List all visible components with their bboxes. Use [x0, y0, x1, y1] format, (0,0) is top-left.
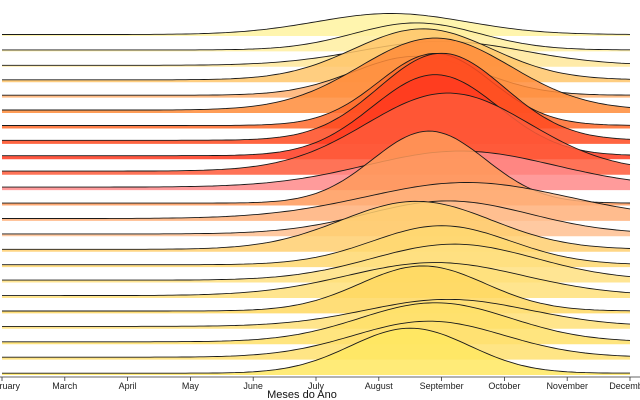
x-axis: February March April May June July August Septe… [0, 376, 640, 391]
ridge-line [2, 302, 631, 343]
x-tick-label: September [420, 381, 464, 391]
x-tick-label: November [546, 381, 588, 391]
ridge-series [2, 327, 630, 375]
ridge-line [2, 200, 631, 250]
ridge-line [2, 28, 631, 81]
x-tick-label: December [609, 381, 640, 391]
x-tick-label: October [488, 381, 520, 391]
ridge-line [2, 243, 631, 281]
x-ticks: February March April May June July August Septe… [0, 377, 640, 391]
ridge-line [2, 40, 631, 66]
ridge-series [2, 13, 631, 36]
ridge-line [2, 327, 630, 374]
x-tick-label: February [0, 381, 21, 391]
ridge-line [2, 182, 631, 219]
x-tick-label: August [365, 381, 394, 391]
ridge-line [2, 130, 631, 204]
ridge-area [2, 13, 630, 36]
ridge-line [2, 52, 631, 141]
ridge-line [2, 13, 631, 35]
x-tick-label: July [308, 381, 325, 391]
ridge-line [2, 320, 631, 358]
ridge-area [2, 328, 630, 375]
ridge-line [2, 22, 630, 51]
ridge-line [2, 298, 631, 327]
ridge-line [2, 200, 631, 235]
x-tick-label: June [243, 381, 263, 391]
ridges-group [2, 13, 631, 375]
x-tick-label: March [52, 381, 77, 391]
ridge-line [2, 265, 631, 312]
x-axis-title: Meses do Ano [267, 389, 337, 400]
ridge-line [2, 262, 631, 297]
x-tick-label: April [119, 381, 137, 391]
ridge-line [2, 225, 631, 266]
ridge-line [2, 37, 631, 111]
x-tick-label: May [182, 381, 200, 391]
ridge-line [2, 92, 631, 172]
ridge-line [2, 150, 631, 188]
